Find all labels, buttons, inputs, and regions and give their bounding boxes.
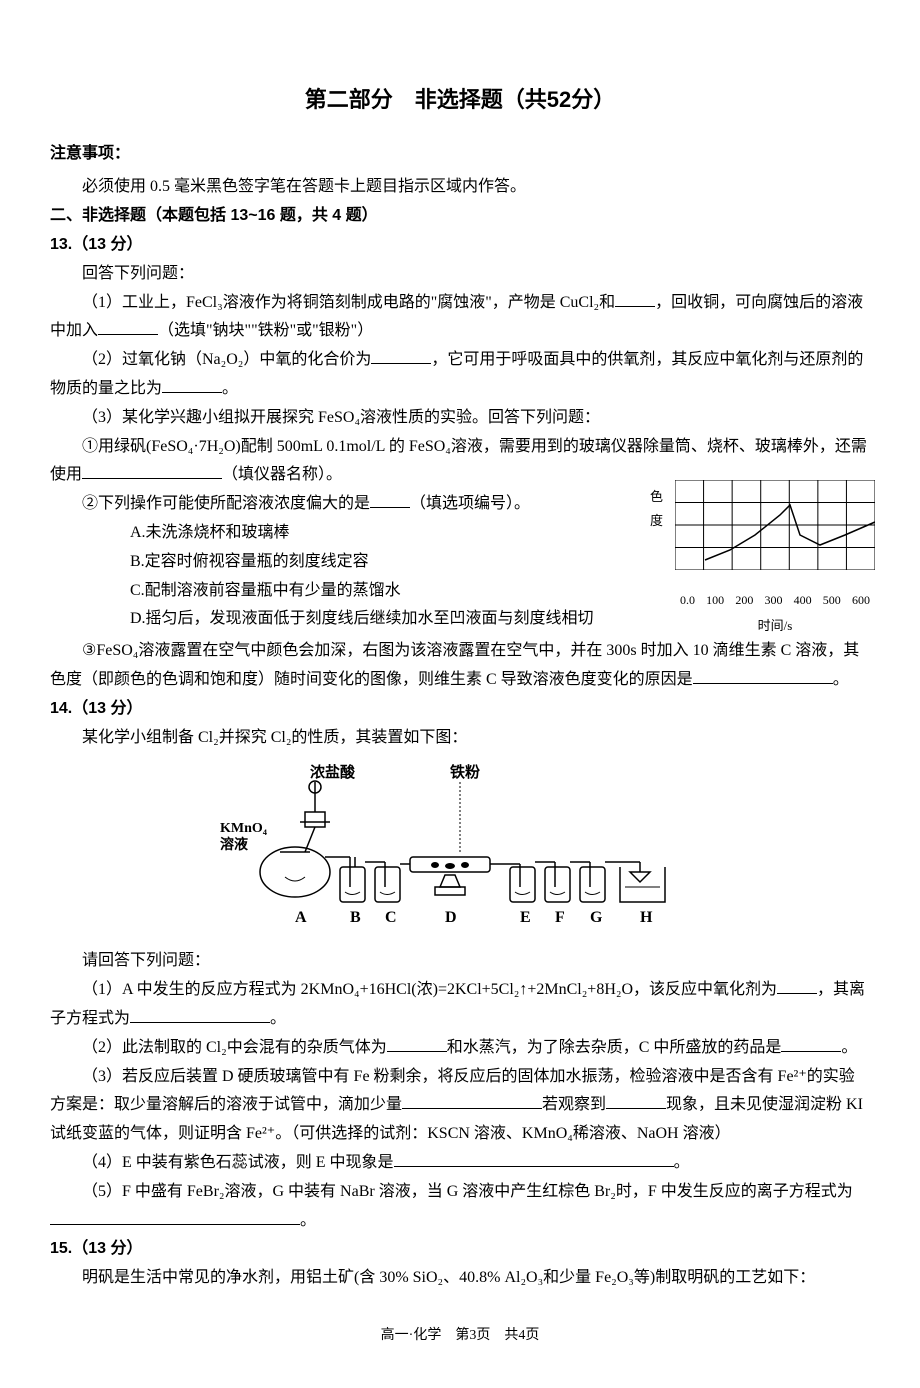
x-tick: 400 (794, 590, 812, 612)
q13-sub3-2-hint: （填选项编号）。 (410, 495, 530, 512)
q13-number: 13.（13 分） (50, 231, 870, 260)
blank (387, 1036, 447, 1052)
q14-sub3-after: 若观察到 (542, 1096, 606, 1113)
q14-sub2-text: （2）此法制取的 Cl₂中会混有的杂质气体为 (82, 1039, 387, 1056)
chart-x-ticks: 0.0 100 200 300 400 500 600 (650, 590, 870, 612)
svg-text:D: D (445, 909, 457, 926)
x-tick: 100 (706, 590, 724, 612)
blank (615, 291, 655, 307)
q14-sub2: （2）此法制取的 Cl₂中会混有的杂质气体为 和水蒸汽，为了除去杂质，C 中所盛放… (50, 1034, 870, 1063)
blank (370, 492, 410, 508)
blank (781, 1036, 841, 1052)
blank (606, 1093, 666, 1109)
blank (777, 978, 817, 994)
x-tick: 600 (852, 590, 870, 612)
y-label-1: 色 (650, 489, 663, 504)
hcl-label: 浓盐酸 (310, 763, 356, 781)
q14-sub4: （4）E 中装有紫色石蕊试液，则 E 中现象是 。 (50, 1149, 870, 1178)
kmno4-label1: KMnO₄ (220, 821, 268, 836)
q13-sub2-text: （2）过氧化钠（Na₂O₂）中氧的化合价为 (82, 351, 371, 368)
blank (50, 1209, 300, 1225)
q13-sub1-text: （1）工业上，FeCl₃溶液作为将铜箔刻制成电路的"腐蚀液"，产物是 CuCl₂… (82, 294, 615, 311)
svg-text:H: H (640, 909, 653, 926)
q15-number: 15.（13 分） (50, 1235, 870, 1264)
fe-label: 铁粉 (450, 763, 480, 781)
q13-sub3-3: ③FeSO₄溶液露置在空气中颜色会加深，右图为该溶液露置在空气中，并在 300s… (50, 637, 870, 695)
q14-number: 14.（13 分） (50, 695, 870, 724)
q14-sub4-text: （4）E 中装有紫色石蕊试液，则 E 中现象是 (82, 1154, 394, 1171)
svg-text:B: B (350, 909, 361, 926)
q13-sub3-1-hint: （填仪器名称）。 (222, 466, 342, 483)
kmno4-label2: 溶液 (220, 836, 249, 853)
chart-x-label: 时间/s (650, 614, 870, 637)
notice-title: 注意事项： (50, 140, 870, 169)
blank (98, 319, 158, 335)
q14-sub3: （3）若反应后装置 D 硬质玻璃管中有 Fe 粉剩余，将反应后的固体加水振荡，检… (50, 1063, 870, 1149)
q13-sub3-intro: （3）某化学兴趣小组拟开展探究 FeSO₄溶液性质的实验。回答下列问题： (50, 404, 870, 433)
q13-sub3-3-end: 。 (833, 671, 849, 688)
svg-text:G: G (590, 909, 603, 926)
q14-sub5-text: （5）F 中盛有 FeBr₂溶液，G 中装有 NaBr 溶液，当 G 溶液中产生… (82, 1183, 853, 1200)
blank (371, 348, 431, 364)
chart-y-label: 色 度 (650, 485, 663, 532)
q14-sub1-end: 。 (270, 1010, 286, 1027)
svg-text:E: E (520, 909, 531, 926)
q14-intro: 某化学小组制备 Cl₂并探究 Cl₂的性质，其装置如下图： (50, 724, 870, 753)
blank (162, 377, 222, 393)
blank (82, 463, 222, 479)
x-tick: 500 (823, 590, 841, 612)
q15-intro: 明矾是生活中常见的净水剂，用铝土矿(含 30% SiO₂、40.8% Al₂O₃… (50, 1264, 870, 1293)
x-tick: 200 (735, 590, 753, 612)
q13-sub1: （1）工业上，FeCl₃溶液作为将铜箔刻制成电路的"腐蚀液"，产物是 CuCl₂… (50, 289, 870, 347)
blank (402, 1093, 542, 1109)
svg-text:C: C (385, 909, 397, 926)
q13-sub2: （2）过氧化钠（Na₂O₂）中氧的化合价为，它可用于呼吸面具中的供氧剂，其反应中… (50, 346, 870, 404)
q14-sub2-end: 。 (841, 1039, 857, 1056)
svg-text:F: F (555, 909, 565, 926)
q14-sub4-end: 。 (674, 1154, 690, 1171)
svg-text:A: A (295, 909, 307, 926)
blank (394, 1151, 674, 1167)
chart-container: 色 度 0.0 100 200 300 400 500 600 时间/s (650, 480, 870, 637)
page-footer: 高一·化学 第3页 共4页 (50, 1323, 870, 1348)
q14-sub5: （5）F 中盛有 FeBr₂溶液，G 中装有 NaBr 溶液，当 G 溶液中产生… (50, 1178, 870, 1236)
y-label-2: 度 (650, 513, 663, 528)
q13-sub1-hint: （选填"钠块""铁粉"或"银粉"） (158, 322, 373, 339)
section-title: 第二部分 非选择题（共52分） (50, 80, 870, 120)
blank (693, 668, 833, 684)
chart-svg (675, 480, 875, 570)
q13-sub2-end: 。 (222, 380, 238, 397)
q14-sub1: （1）A 中发生的反应方程式为 2KMnO₄+16HCl(浓)=2KCl+5Cl… (50, 976, 870, 1034)
q14-answer-intro: 请回答下列问题： (50, 947, 870, 976)
q13-sub3-2-text: ②下列操作可能使所配溶液浓度偏大的是 (82, 495, 370, 512)
notice-content: 必须使用 0.5 毫米黑色签字笔在答题卡上题目指示区域内作答。 (50, 173, 870, 202)
q14-sub1-text: （1）A 中发生的反应方程式为 2KMnO₄+16HCl(浓)=2KCl+5Cl… (82, 981, 777, 998)
blank (130, 1007, 270, 1023)
apparatus-diagram: 浓盐酸 铁粉 KMnO₄ 溶液 (200, 757, 720, 937)
q14-sub5-end: 。 (300, 1212, 316, 1229)
part2-title: 二、非选择题（本题包括 13~16 题，共 4 题） (50, 202, 870, 231)
q14-sub2-after: 和水蒸汽，为了除去杂质，C 中所盛放的药品是 (447, 1039, 782, 1056)
x-tick: 0.0 (680, 590, 695, 612)
x-tick: 300 (764, 590, 782, 612)
q13-intro: 回答下列问题： (50, 260, 870, 289)
